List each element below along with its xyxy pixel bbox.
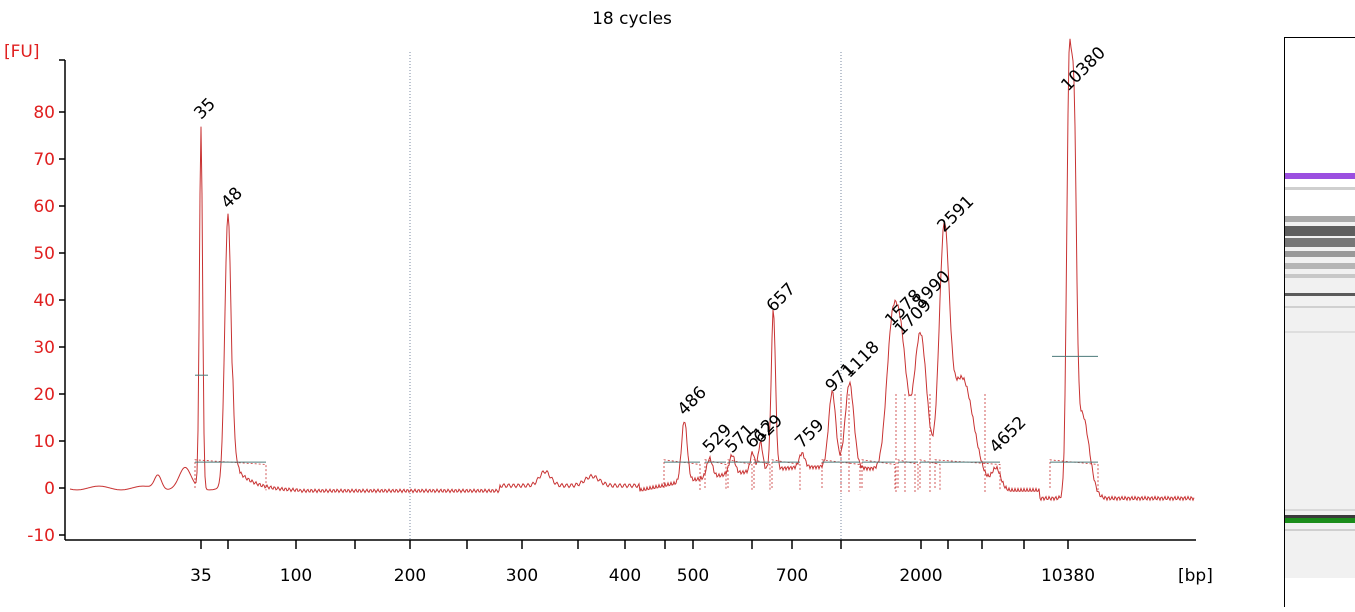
gel-lane bbox=[1285, 173, 1355, 612]
y-tick-label: 30 bbox=[33, 338, 55, 358]
y-tick-label: 60 bbox=[33, 197, 55, 217]
signal-trace bbox=[69, 38, 1195, 502]
peak-label: 2591 bbox=[934, 192, 979, 237]
traces bbox=[69, 38, 1195, 502]
peak-region bbox=[771, 459, 801, 491]
peak-region bbox=[727, 459, 753, 491]
x-tick-label: 400 bbox=[609, 566, 641, 586]
gel-bottom bbox=[1285, 578, 1355, 608]
y-tick-label: 70 bbox=[33, 150, 55, 170]
peak-label: 10380 bbox=[1057, 43, 1109, 95]
peak-region bbox=[861, 459, 896, 491]
peak-region bbox=[1049, 459, 1099, 491]
peak-label: 4652 bbox=[986, 413, 1031, 458]
x-tick-label: 700 bbox=[776, 566, 808, 586]
peak-label: 1118 bbox=[839, 337, 884, 382]
y-tick-label: 10 bbox=[33, 432, 55, 452]
gel-band bbox=[1285, 529, 1355, 531]
y-axis-label: [FU] bbox=[4, 42, 40, 62]
x-tick-label: 200 bbox=[394, 566, 426, 586]
peak-label: 48 bbox=[217, 183, 246, 212]
gel-band bbox=[1285, 226, 1355, 236]
y-tick-label: 50 bbox=[33, 244, 55, 264]
x-tick-label: 100 bbox=[280, 566, 312, 586]
gel-band bbox=[1285, 306, 1355, 308]
y-tick-label: 0 bbox=[44, 479, 55, 499]
gel-band bbox=[1285, 251, 1355, 257]
gel-band bbox=[1285, 187, 1355, 190]
electropherogram: 18 cycles -10 0 10 20 30 40 50 60 70 80 35 100 200 30… bbox=[4, 9, 1213, 586]
peak-labels: 3510380484865295716126296577599711118157… bbox=[190, 43, 1109, 457]
gel-band bbox=[1285, 331, 1355, 333]
lower-marker-band bbox=[1285, 518, 1355, 523]
y-tick-label: 20 bbox=[33, 385, 55, 405]
axes: -10 0 10 20 30 40 50 60 70 80 35 100 200 300 400 500 700… bbox=[27, 59, 1196, 586]
peak-label: 759 bbox=[791, 416, 828, 453]
y-tick-label: 80 bbox=[33, 103, 55, 123]
x-axis-label: [bp] bbox=[1178, 566, 1213, 586]
gel-band bbox=[1285, 216, 1355, 222]
peak-label: 1990 bbox=[910, 267, 955, 312]
x-tick-label: 300 bbox=[506, 566, 538, 586]
y-tick-label: -10 bbox=[27, 526, 55, 546]
peak-label: 486 bbox=[674, 383, 711, 420]
upper-marker-band bbox=[1285, 173, 1355, 179]
peak-region bbox=[897, 459, 919, 491]
peak-region bbox=[194, 459, 267, 491]
y-tick-label: 40 bbox=[33, 291, 55, 311]
peak-region bbox=[663, 459, 701, 491]
x-tick-label: 2000 bbox=[899, 566, 942, 586]
x-tick-label: 10380 bbox=[1041, 566, 1095, 586]
peak-label: 35 bbox=[190, 94, 219, 123]
gel-background bbox=[1285, 218, 1355, 612]
chart-title: 18 cycles bbox=[592, 9, 672, 29]
gel-band bbox=[1285, 263, 1355, 269]
gel-band bbox=[1285, 515, 1355, 518]
grid bbox=[409, 52, 842, 540]
gel-band bbox=[1285, 238, 1355, 247]
peak-region bbox=[919, 459, 941, 491]
x-tick-label: 500 bbox=[677, 566, 709, 586]
gel-image bbox=[1284, 37, 1355, 612]
x-tick-label: 35 bbox=[190, 566, 212, 586]
gel-band bbox=[1285, 293, 1355, 296]
gel-band bbox=[1285, 274, 1355, 278]
peak-label: 657 bbox=[763, 279, 800, 316]
gel-band bbox=[1285, 509, 1355, 511]
